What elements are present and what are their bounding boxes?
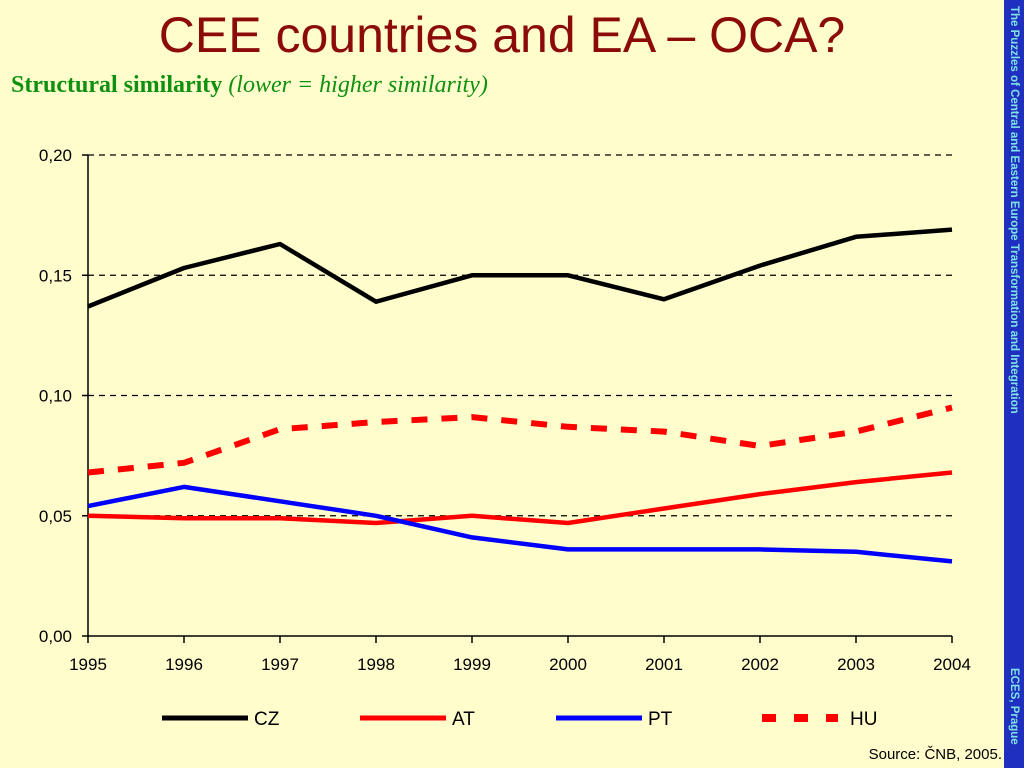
- x-tick-label: 1999: [453, 655, 491, 674]
- chart-subtitle: Structural similarity (lower = higher si…: [11, 70, 488, 100]
- series-lines: [87, 227, 953, 564]
- tick-labels: 0,00 0,05 0,10 0,15 0,20 1995 1996 1997 1998 1999…: [39, 146, 971, 674]
- x-tick-label: 1995: [69, 655, 107, 674]
- x-tick-label: 2001: [645, 655, 683, 674]
- y-tick-label: 0,15: [39, 266, 72, 285]
- slide-title: CEE countries and EA – OCA?: [158, 7, 846, 63]
- y-tick-label: 0,05: [39, 507, 72, 526]
- legend-label-pt: PT: [648, 709, 673, 730]
- source-note: Source: ČNB, 2005.: [868, 746, 1002, 763]
- sidebar-band: [1004, 0, 1024, 768]
- sidebar-organizer: ECES, Prague: [1008, 668, 1020, 745]
- legend-label-at: AT: [452, 709, 475, 730]
- x-tick-label: 1996: [165, 655, 203, 674]
- grid-lines: [88, 154, 952, 517]
- x-tick-label: 2004: [933, 655, 971, 674]
- legend-label-cz: CZ: [254, 709, 280, 730]
- axes: [82, 154, 953, 643]
- x-tick-label: 2003: [837, 655, 875, 674]
- subtitle-note: (lower = higher similarity): [228, 72, 488, 98]
- x-tick-label: 2002: [741, 655, 779, 674]
- legend-label-hu: HU: [850, 709, 877, 730]
- y-tick-label: 0,20: [39, 146, 72, 165]
- x-tick-label: 1998: [357, 655, 395, 674]
- series-line-cz: [87, 227, 953, 309]
- y-tick-label: 0,10: [39, 387, 72, 406]
- series-line-pt: [87, 484, 953, 564]
- series-line-at: [87, 470, 953, 526]
- x-tick-label: 1997: [261, 655, 299, 674]
- y-tick-label: 0,00: [39, 627, 72, 646]
- sidebar-conference-title: The Puzzles of Central and Eastern Europ…: [1008, 6, 1020, 414]
- x-tick-label: 2000: [549, 655, 587, 674]
- subtitle-main: Structural similarity: [11, 72, 223, 98]
- line-chart: 0,00 0,05 0,10 0,15 0,20 1995 1996 1997 1998 1999…: [39, 146, 971, 730]
- series-line-hu: [87, 404, 953, 476]
- legend: CZ AT PT HU: [162, 709, 877, 730]
